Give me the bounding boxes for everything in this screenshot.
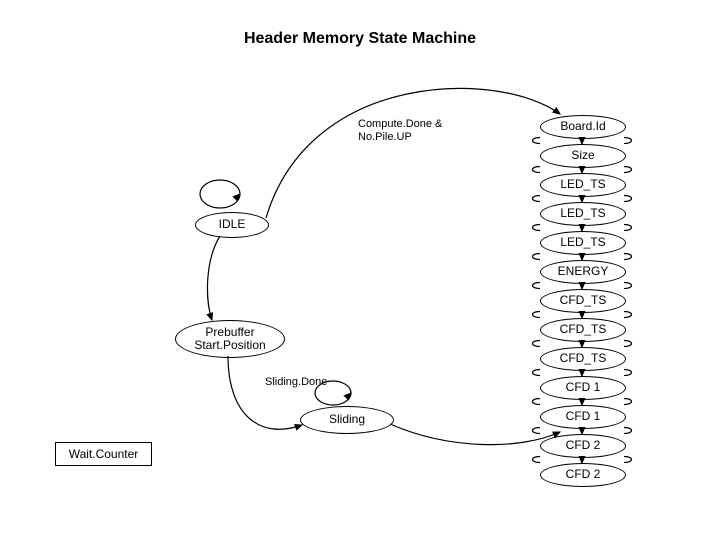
page-title: Header Memory State Machine [0, 30, 720, 48]
stack-item: CFD 2 [540, 434, 626, 458]
stack-item: CFD_TS [540, 289, 626, 313]
stack-item-label: CFD_TS [560, 352, 607, 365]
state-prebuffer: Prebuffer Start.Position [175, 320, 285, 358]
stack-item-label: CFD_TS [560, 294, 607, 307]
stack-item-label: CFD 2 [566, 439, 601, 452]
stack-item-label: Board.Id [560, 120, 605, 133]
stack-item: LED_TS [540, 231, 626, 255]
stack-item: CFD_TS [540, 347, 626, 371]
state-sliding-label: Sliding [329, 413, 365, 426]
stack-item: Board.Id [540, 115, 626, 139]
state-idle-label: IDLE [219, 218, 246, 231]
stack-item-label: Size [571, 149, 594, 162]
stack-item: LED_TS [540, 202, 626, 226]
stack-item: ENERGY [540, 260, 626, 284]
stack-item: CFD 1 [540, 405, 626, 429]
state-sliding: Sliding [300, 406, 394, 434]
edge-label-compute-done: Compute.Done & No.Pile.UP [358, 118, 442, 144]
edge-label-sliding-done: Sliding.Done [265, 376, 327, 389]
stack-item-label: CFD 1 [566, 410, 601, 423]
stack-item: CFD_TS [540, 318, 626, 342]
stack-item-label: CFD 1 [566, 381, 601, 394]
stack-item: Size [540, 144, 626, 168]
stack-item: LED_TS [540, 173, 626, 197]
stack-item-label: CFD 2 [566, 468, 601, 481]
wait-counter-box: Wait.Counter [55, 442, 152, 466]
stack-item-label: ENERGY [558, 265, 609, 278]
state-idle: IDLE [195, 212, 269, 238]
stack-item: CFD 2 [540, 463, 626, 487]
stack-item-label: CFD_TS [560, 323, 607, 336]
stack-item-label: LED_TS [560, 178, 605, 191]
stack-item-label: LED_TS [560, 236, 605, 249]
stack-item: CFD 1 [540, 376, 626, 400]
wait-counter-label: Wait.Counter [69, 447, 139, 461]
stack-item-label: LED_TS [560, 207, 605, 220]
state-prebuffer-label: Prebuffer Start.Position [194, 326, 265, 352]
